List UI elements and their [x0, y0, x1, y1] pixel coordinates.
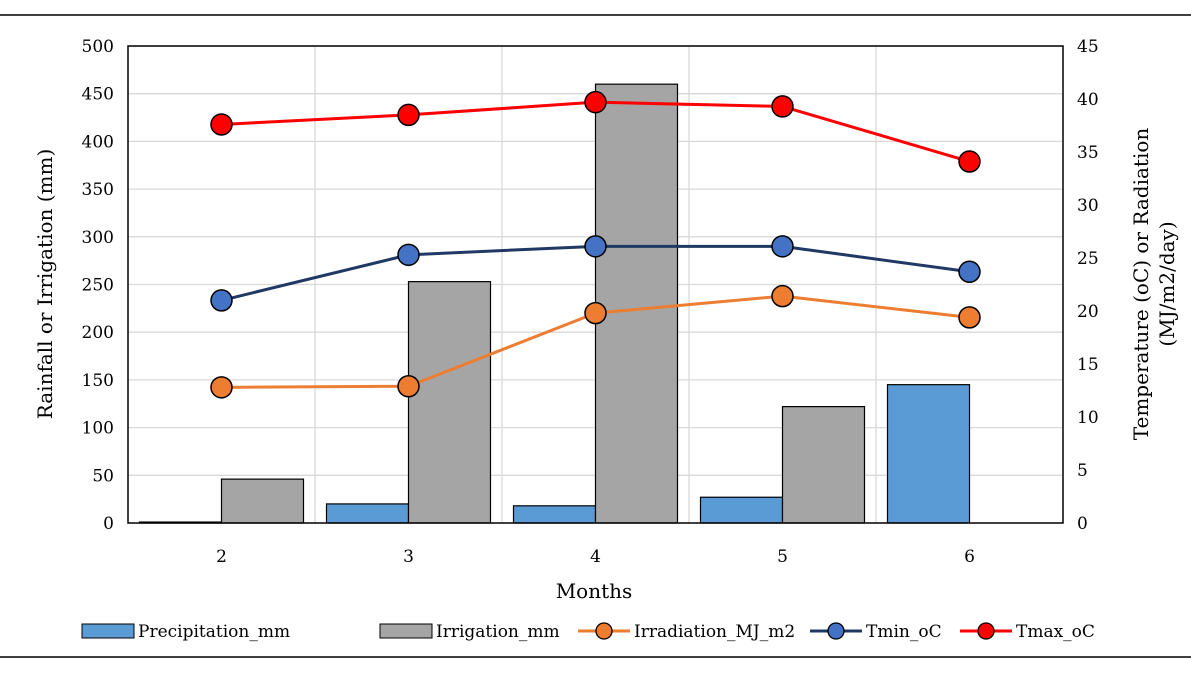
legend-label-tmax: Tmax_oC: [1016, 622, 1095, 642]
y-tick-label: 50: [92, 466, 114, 486]
precipitation-bar: [699, 496, 784, 524]
precipitation-bar: [512, 505, 597, 524]
y-tick-label: 200: [82, 323, 114, 343]
y2-axis-title-line2: (MJ/m2/day): [1155, 221, 1179, 346]
y-tick-label: 150: [82, 371, 114, 391]
line-layer: [210, 90, 981, 399]
label-layer: Months Rainfall or Irrigation (mm) Tempe…: [33, 128, 1179, 603]
x-tick-label: 3: [403, 547, 414, 567]
precipitation-bar: [325, 503, 410, 524]
legend-marker-tmax: [977, 622, 995, 640]
y-tick-label: 250: [82, 276, 114, 296]
y2-tick-label: 0: [1077, 514, 1088, 534]
legend: Precipitation_mm Irrigation_mm Irradiation…: [81, 622, 1095, 642]
y-tick-label: 450: [82, 85, 114, 105]
legend-label-precipitation: Precipitation_mm: [138, 622, 290, 642]
y-tick-label: 500: [82, 37, 114, 57]
y2-tick-label: 25: [1077, 249, 1099, 269]
y-tick-label: 100: [82, 419, 114, 439]
x-tick-label: 6: [964, 547, 975, 567]
tmax-point: [397, 103, 420, 127]
legend-label-irradiation: Irradiation_MJ_m2: [634, 622, 795, 642]
bar-layer: [138, 83, 971, 524]
legend-label-irrigation: Irrigation_mm: [436, 622, 560, 642]
y2-axis-title-line1: Temperature (oC) or Radiation: [1129, 128, 1153, 441]
tmin-point: [397, 243, 420, 267]
x-axis-title: Months: [556, 579, 633, 603]
irrigation-bar: [594, 83, 679, 524]
irrigation-bar: [781, 406, 866, 524]
legend-marker-irradiation: [595, 622, 613, 640]
irradiation-point: [584, 301, 607, 325]
y2-tick-label: 5: [1077, 461, 1088, 481]
x-tick-label: 4: [590, 547, 601, 567]
tmin-point: [210, 289, 233, 312]
legend-swatch-irrigation: [379, 623, 433, 639]
y2-tick-label: 35: [1077, 143, 1099, 163]
legend-swatch-precipitation: [81, 623, 135, 639]
y-tick-label: 350: [82, 180, 114, 200]
irradiation-point: [397, 375, 420, 398]
legend-label-tmin: Tmin_oC: [866, 622, 942, 642]
tmin-point: [584, 235, 607, 258]
irrigation-bar: [220, 478, 305, 524]
irradiation-point: [958, 306, 981, 329]
tmax-point: [584, 90, 607, 114]
y2-tick-label: 15: [1077, 355, 1099, 375]
legend-marker-tmin: [827, 622, 845, 640]
x-tick-label: 5: [777, 547, 788, 567]
y-tick-label: 400: [82, 132, 114, 152]
x-tick-label: 2: [216, 547, 227, 567]
irradiation-point: [771, 284, 794, 308]
tmin-point: [771, 235, 794, 258]
y2-tick-label: 30: [1077, 196, 1099, 216]
y2-tick-label: 20: [1077, 302, 1099, 322]
tmin-point: [958, 260, 981, 284]
tmax-point: [958, 150, 981, 173]
axis-layer: 0501001502002503003504004505000510152025…: [82, 37, 1099, 567]
precipitation-bar: [886, 384, 971, 524]
y2-tick-label: 40: [1077, 90, 1099, 110]
y-axis-title: Rainfall or Irrigation (mm): [33, 149, 57, 420]
plot-frame: [127, 45, 1064, 524]
y-tick-label: 0: [103, 514, 114, 534]
y-tick-label: 300: [82, 228, 114, 248]
y2-tick-label: 45: [1077, 37, 1099, 57]
tmax-point: [210, 113, 233, 136]
irrigation-bar: [407, 281, 492, 524]
tmax-point: [771, 95, 794, 118]
y2-tick-label: 10: [1077, 408, 1099, 428]
irradiation-point: [210, 376, 233, 399]
